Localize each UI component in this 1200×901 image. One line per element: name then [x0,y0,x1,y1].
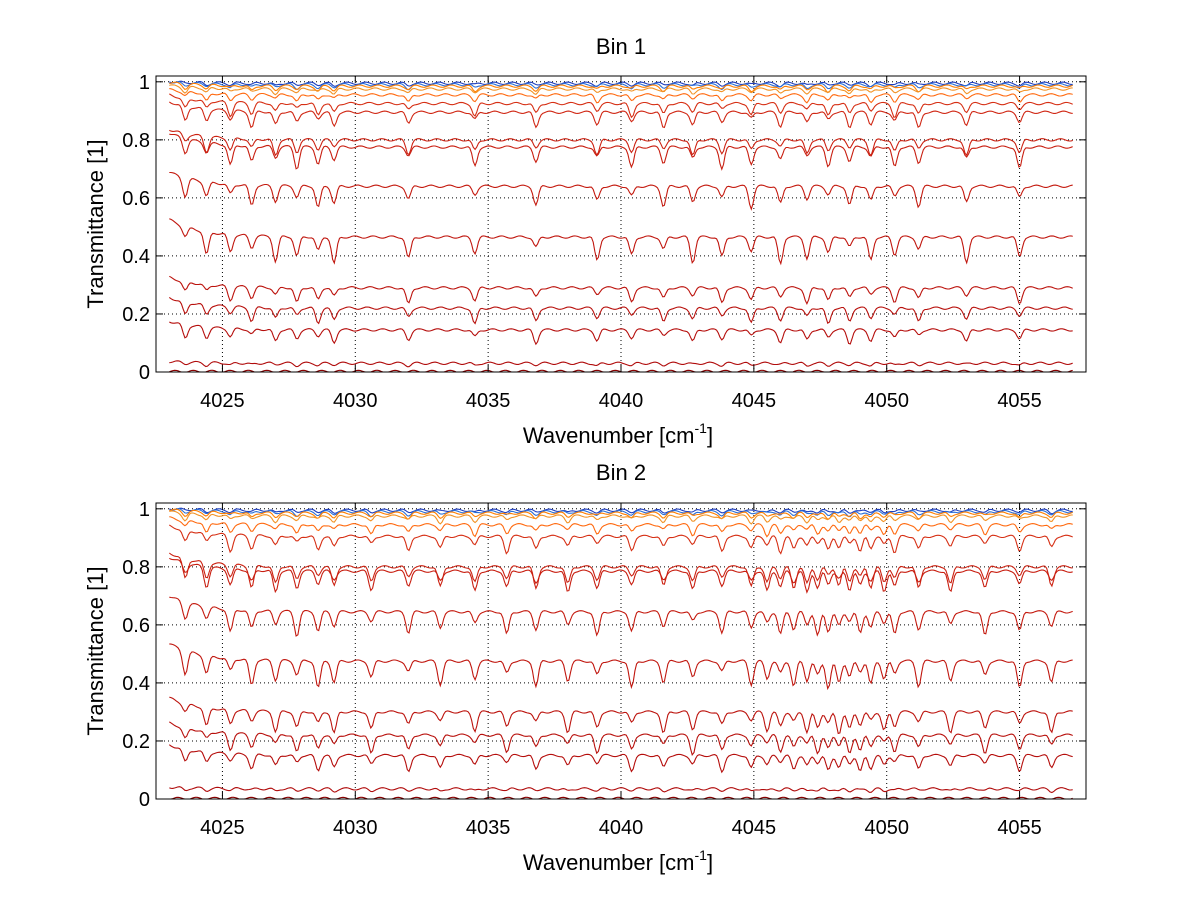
y-tick-label: 0.6 [122,188,150,210]
x-tick-label: 4025 [200,817,245,839]
y-tick-label: 1 [139,499,150,521]
y-tick-label: 0.2 [122,731,150,753]
series-line-model-5 [168,101,1073,129]
bin-2-x-axis-label: Wavenumber [cm-1] [523,847,713,875]
series-line-model-1 [169,508,1073,520]
bin-2-panel: Bin 2 4025 4030 4035 4040 4045 4050 4055 0 0.2 0.… [83,460,1087,875]
series-line-measured-2 [169,508,1073,518]
bin-2-plot-area [168,507,1073,800]
x-tick-label: 4030 [333,817,378,839]
x-tick-label: 4035 [466,390,511,412]
bin-1-ticks: 4025 4030 4035 4040 4045 4050 4055 0 0.2 0.4 0.6 0.… [122,72,1086,412]
series-line-model-12 [169,321,1073,346]
series-line-model-7 [169,133,1073,171]
x-tick-label: 4050 [864,817,909,839]
bin-1-y-axis-label: Transmittance [1] [83,139,108,308]
y-tick-label: 0.6 [122,615,150,637]
series-line-model-4 [169,524,1073,555]
series-line-model-6 [169,557,1073,594]
series-line-model-9 [169,696,1073,735]
bin-2-title: Bin 2 [596,460,646,485]
series-line-model-3 [169,516,1073,538]
series-line-model-4 [169,93,1073,119]
y-tick-label: 0.8 [122,557,150,579]
x-tick-label: 4050 [864,390,909,412]
y-tick-label: 0.8 [122,130,150,152]
series-line-model-2 [169,510,1073,525]
bin-2-ticks: 4025 4030 4035 4040 4045 4050 4055 0 0.2 0.4 0.6 0.… [122,499,1086,839]
y-tick-label: 0.4 [122,673,150,695]
x-tick-label: 4055 [997,817,1042,839]
series-line-model-5 [168,552,1073,590]
x-tick-label: 4045 [732,817,777,839]
y-tick-label: 1 [139,72,150,94]
x-tick-label: 4055 [997,390,1042,412]
series-line-model-10 [169,275,1073,306]
bin-2-y-axis-label: Transmittance [1] [83,566,108,735]
series-line-model-3 [169,88,1073,104]
series-line-model-13 [169,360,1073,368]
bin-1-x-axis-label: Wavenumber [cm-1] [523,420,713,448]
y-tick-label: 0.2 [122,304,150,326]
x-tick-label: 4030 [333,390,378,412]
series-line-model-2 [169,84,1073,96]
bin-1-title: Bin 1 [596,34,646,59]
series-line-model-12 [169,786,1073,794]
x-tick-label: 4025 [200,390,245,412]
series-line-model-11 [168,296,1073,325]
bin-1-panel: Bin 1 4025 4030 4035 4040 4045 4050 4055 0 0.2 0.… [83,34,1087,448]
series-line-model-11 [168,744,1073,774]
series-line-model-8 [169,643,1073,691]
series-line-model-6 [169,129,1073,157]
x-tick-label: 4035 [466,817,511,839]
y-tick-label: 0 [139,789,150,811]
y-tick-label: 0 [139,362,150,384]
series-line-model-9 [169,218,1073,266]
series-line-model-8 [169,171,1073,211]
series-line-measured-2 [169,81,1073,91]
y-tick-label: 0.4 [122,246,150,268]
x-tick-label: 4040 [599,817,644,839]
series-line-model-7 [169,596,1073,637]
series-line-model-10 [169,721,1073,757]
x-tick-label: 4045 [732,390,777,412]
x-tick-label: 4040 [599,390,644,412]
